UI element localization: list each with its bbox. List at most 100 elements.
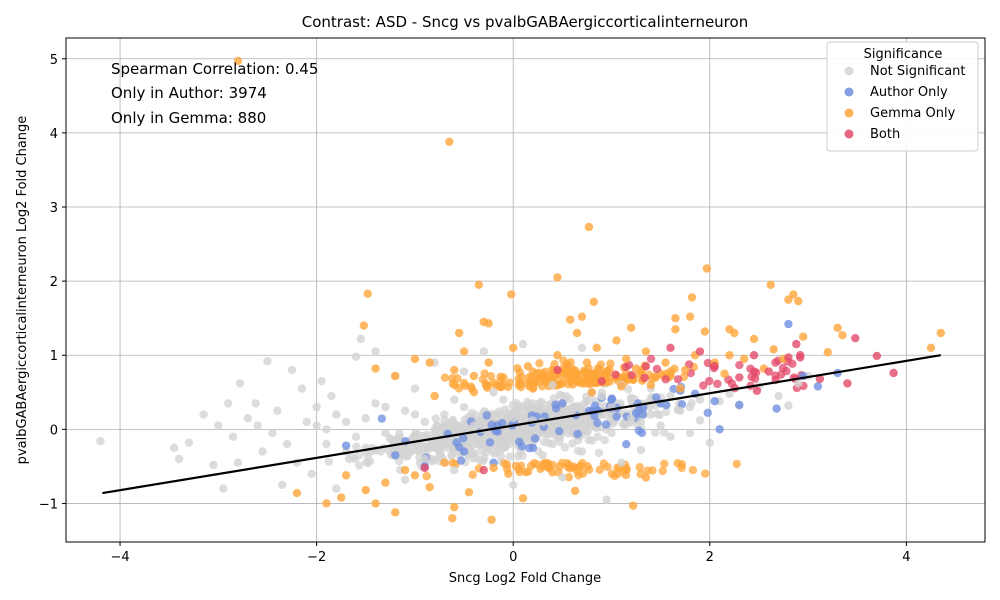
data-point	[371, 499, 380, 508]
data-point	[518, 339, 528, 349]
data-point	[566, 315, 575, 324]
legend-title: Significance	[864, 47, 943, 62]
data-point	[926, 343, 936, 353]
cloud-point	[377, 414, 387, 423]
y-tick-label: 4	[50, 127, 58, 142]
data-point	[735, 400, 744, 410]
data-point	[548, 468, 557, 477]
data-point	[636, 445, 646, 455]
cloud-point	[515, 368, 524, 377]
data-point	[420, 463, 429, 473]
cloud-point	[646, 354, 656, 364]
data-point	[459, 367, 469, 376]
data-point	[499, 395, 508, 404]
cloud-point	[431, 414, 440, 423]
data-point	[572, 328, 582, 338]
cloud-point	[538, 404, 547, 413]
data-point	[317, 376, 326, 386]
cloud-point	[594, 448, 604, 458]
cloud-point	[478, 375, 488, 384]
cloud-point	[551, 404, 561, 413]
data-point	[685, 402, 695, 412]
data-point	[656, 421, 665, 430]
legend-label: Not Significant	[870, 64, 966, 79]
data-point	[450, 465, 459, 475]
cloud-point	[568, 380, 578, 389]
cloud-point	[643, 466, 652, 475]
cloud-point	[444, 422, 453, 431]
data-point	[450, 395, 459, 404]
data-point	[687, 293, 697, 302]
data-point	[233, 56, 243, 66]
data-point	[676, 406, 685, 416]
data-point	[597, 376, 606, 386]
cloud-point	[703, 408, 712, 417]
stats-annotations: Spearman Correlation: 0.45 Only in Autho…	[111, 60, 318, 127]
legend-marker	[844, 108, 854, 118]
x-tick-label: 4	[902, 550, 910, 565]
data-point	[341, 441, 351, 450]
cloud-point	[593, 418, 602, 428]
data-point	[489, 388, 498, 397]
cloud-point	[652, 364, 662, 374]
cloud-point	[502, 460, 512, 469]
data-point	[628, 501, 638, 510]
cloud-point	[458, 434, 468, 443]
cloud-point	[595, 465, 605, 474]
data-point	[622, 439, 631, 449]
cloud-point	[518, 451, 527, 460]
data-point	[391, 436, 400, 445]
data-point	[730, 328, 739, 338]
data-point	[499, 439, 508, 449]
cloud-point	[482, 382, 491, 391]
cloud-point	[505, 452, 515, 461]
data-point	[420, 454, 429, 464]
cloud-point	[354, 461, 364, 470]
cloud-point	[352, 442, 361, 451]
annotation-gemma-only: Only in Gemma: 880	[111, 109, 266, 127]
data-point	[243, 414, 253, 423]
cloud-point	[588, 369, 597, 378]
data-point	[454, 328, 464, 338]
data-point	[214, 421, 223, 430]
data-point	[587, 388, 597, 397]
data-point	[469, 371, 479, 381]
cloud-point	[410, 432, 419, 441]
data-point	[391, 451, 400, 460]
data-point	[381, 478, 390, 487]
data-point	[553, 351, 562, 360]
data-point	[589, 297, 599, 307]
cloud-point	[502, 413, 512, 422]
cloud-point	[505, 378, 515, 387]
cloud-point	[526, 461, 536, 471]
data-point	[720, 369, 729, 378]
data-point	[641, 362, 651, 371]
data-point	[420, 417, 429, 427]
data-point	[489, 447, 498, 456]
cloud-point	[570, 366, 580, 375]
data-point	[469, 388, 479, 397]
data-point	[705, 438, 714, 447]
data-point	[459, 447, 469, 456]
data-point	[381, 428, 390, 438]
cloud-point	[640, 373, 649, 383]
cloud-point	[618, 467, 628, 476]
y-tick-label: 3	[50, 201, 58, 216]
cloud-point	[521, 468, 531, 477]
data-point	[558, 399, 567, 408]
cloud-point	[499, 433, 508, 442]
data-point	[784, 401, 793, 410]
data-point	[766, 280, 775, 290]
cloud-point	[750, 374, 760, 383]
cloud-point	[735, 360, 744, 370]
data-point	[646, 380, 656, 390]
data-point	[400, 465, 410, 475]
data-point	[307, 469, 316, 479]
cloud-point	[565, 394, 574, 404]
data-point	[772, 404, 781, 413]
cloud-point	[699, 381, 708, 390]
y-tick-label: −1	[39, 497, 58, 512]
cloud-point	[324, 457, 334, 466]
data-point	[228, 432, 238, 441]
